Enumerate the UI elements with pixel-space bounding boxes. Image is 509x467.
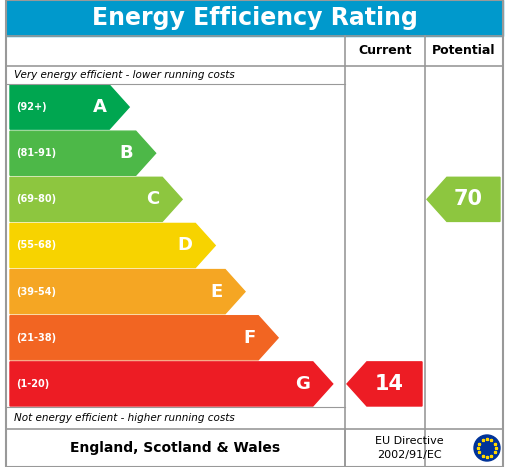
Bar: [6, 429, 503, 467]
Text: E: E: [210, 283, 222, 301]
Text: D: D: [177, 236, 192, 255]
Text: (55-68): (55-68): [16, 241, 56, 250]
Polygon shape: [10, 85, 129, 129]
Polygon shape: [10, 223, 215, 268]
Polygon shape: [10, 269, 245, 314]
Text: 14: 14: [375, 374, 404, 394]
Text: (81-91): (81-91): [16, 148, 56, 158]
Text: Energy Efficiency Rating: Energy Efficiency Rating: [92, 6, 417, 30]
Text: Potential: Potential: [432, 44, 496, 57]
Text: (1-20): (1-20): [16, 379, 49, 389]
Text: 70: 70: [454, 189, 483, 209]
Polygon shape: [427, 177, 500, 221]
Text: G: G: [295, 375, 310, 393]
Bar: [6, 0, 503, 36]
Text: B: B: [119, 144, 133, 162]
Polygon shape: [10, 131, 156, 175]
Polygon shape: [347, 362, 422, 406]
Text: C: C: [146, 191, 159, 208]
Text: A: A: [93, 98, 106, 116]
Bar: [6, 66, 503, 429]
Polygon shape: [10, 177, 182, 221]
Text: Very energy efficient - lower running costs: Very energy efficient - lower running co…: [14, 70, 235, 80]
Text: England, Scotland & Wales: England, Scotland & Wales: [70, 441, 280, 455]
Polygon shape: [10, 362, 333, 406]
Text: Not energy efficient - higher running costs: Not energy efficient - higher running co…: [14, 413, 235, 423]
Circle shape: [474, 435, 500, 461]
Text: (21-38): (21-38): [16, 333, 56, 343]
Polygon shape: [10, 316, 278, 360]
Text: F: F: [243, 329, 255, 347]
Text: EU Directive
2002/91/EC: EU Directive 2002/91/EC: [375, 436, 443, 460]
Text: (39-54): (39-54): [16, 287, 56, 297]
Text: (69-80): (69-80): [16, 194, 56, 205]
Text: Current: Current: [358, 44, 412, 57]
Text: (92+): (92+): [16, 102, 47, 112]
